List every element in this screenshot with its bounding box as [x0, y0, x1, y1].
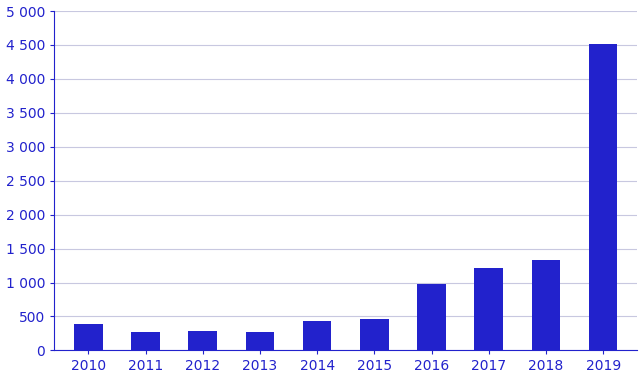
Bar — [475, 268, 503, 351]
Bar — [589, 44, 617, 351]
Bar — [303, 321, 331, 351]
Bar — [74, 324, 103, 351]
Bar — [246, 332, 275, 351]
Bar — [360, 319, 388, 351]
Bar — [131, 332, 160, 351]
Bar — [188, 331, 217, 351]
Bar — [417, 283, 446, 351]
Bar — [532, 260, 560, 351]
